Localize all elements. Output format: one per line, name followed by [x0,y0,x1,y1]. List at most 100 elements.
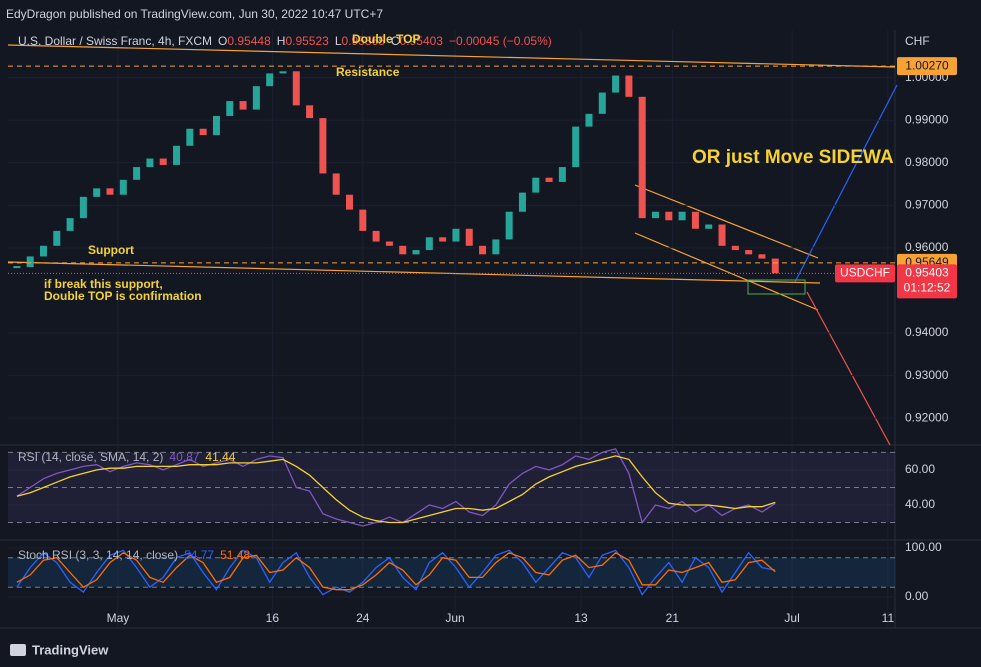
annotation: Double TOP is confirmation [44,289,202,303]
price-label: 0.95403 [905,266,949,280]
legend-symbol: U.S. Dollar / Swiss Franc, 4h, FXCM [18,34,212,48]
legend-change: −0.00045 (−0.05%) [449,34,552,48]
candle [412,250,420,255]
candle [332,173,340,195]
candle [292,71,300,106]
candle [678,211,686,221]
indicator-value: 54.77 [184,548,214,562]
candle [239,101,247,110]
currency-label: CHF [905,34,930,48]
ohlc-legend: U.S. Dollar / Swiss Franc, 4h, FXCM O0.95… [18,34,552,48]
candle [372,230,380,242]
y-tick-label: 0.97000 [905,198,949,212]
candle [279,71,287,74]
y-tick-label: 0.99000 [905,112,949,126]
candle [718,224,726,246]
x-tick-label: 21 [666,611,680,625]
symbol-label: USDCHF [840,266,890,280]
candle [53,230,61,246]
candle [186,128,194,146]
candle [758,254,766,259]
candle [585,113,593,127]
annotation: Double TOP [352,32,420,46]
candle [385,241,393,246]
footer-brand: TradingView [32,642,109,657]
candle [226,101,234,116]
indicator-value: 41.44 [205,450,235,464]
drawings [7,44,898,446]
candle [465,228,473,246]
candle [545,177,553,182]
candle [199,128,207,136]
candle [319,118,327,174]
indicator-line [16,549,776,596]
candle [612,75,620,93]
legend-open-label: O [218,34,227,48]
range-box [747,279,806,295]
candle [638,96,646,219]
support-trendline [7,261,821,284]
projection-up [794,84,898,283]
y-tick-label: 0.98000 [905,155,949,169]
candle [159,158,167,165]
candle [731,245,739,251]
candle [705,224,713,229]
candle [212,115,220,136]
annotation: Resistance [336,65,400,79]
candle [119,179,127,195]
candle [399,245,407,255]
candle [26,256,34,268]
candle [252,86,260,110]
candle [452,228,460,242]
candle [66,218,74,231]
legend-close: 0.95403 [400,34,444,48]
indicator-title: RSI (14, close, SMA, 14, 2) [18,450,163,464]
candle [359,209,367,231]
candle [425,237,433,251]
indicator-line [16,448,776,527]
countdown-label: 01:12:52 [904,281,951,295]
indicator-value: 51.48 [220,548,250,562]
x-tick-label: 13 [574,611,588,625]
candle [306,105,314,119]
candle [625,75,633,97]
y-tick-label: 0.92000 [905,410,949,424]
resistance-trendline [7,44,896,68]
indicator-legend: RSI (14, close, SMA, 14, 2) 40.87 41.44 [18,450,236,464]
legend-open: 0.95448 [227,34,271,48]
x-tick-label: Jul [784,611,799,625]
candle [598,92,606,114]
x-tick-label: Jun [445,611,464,625]
candle [93,188,101,197]
channel-upper [634,184,819,259]
candle [665,211,673,221]
y-tick-label: 100.00 [905,540,942,554]
candle [146,158,154,168]
symbol-badge [835,264,895,283]
legend-close-label: C [391,34,400,48]
indicator-line [16,455,776,524]
level-badge [897,57,957,76]
legend-high: 0.95523 [285,34,329,48]
candle [505,211,513,240]
y-tick-label: 0.93000 [905,368,949,382]
projection-down [806,291,891,446]
y-tick-label: 60.00 [905,462,935,476]
x-tick-label: 16 [266,611,280,625]
price-badge [897,264,957,299]
x-tick-label: 24 [356,611,370,625]
annotation: Support [88,243,134,257]
annotation: OR just Move SIDEWA [692,147,894,168]
candle [518,192,526,212]
legend-low: 0.95365 [342,34,386,48]
x-tick-label: May [107,611,130,625]
channel-lower [634,232,819,311]
x-tick-label: 11 [882,611,895,625]
candle [439,237,447,242]
candle [345,194,353,210]
indicator-value: 40.87 [169,450,199,464]
candle [771,258,779,274]
candle [266,73,274,87]
candle [133,167,141,180]
